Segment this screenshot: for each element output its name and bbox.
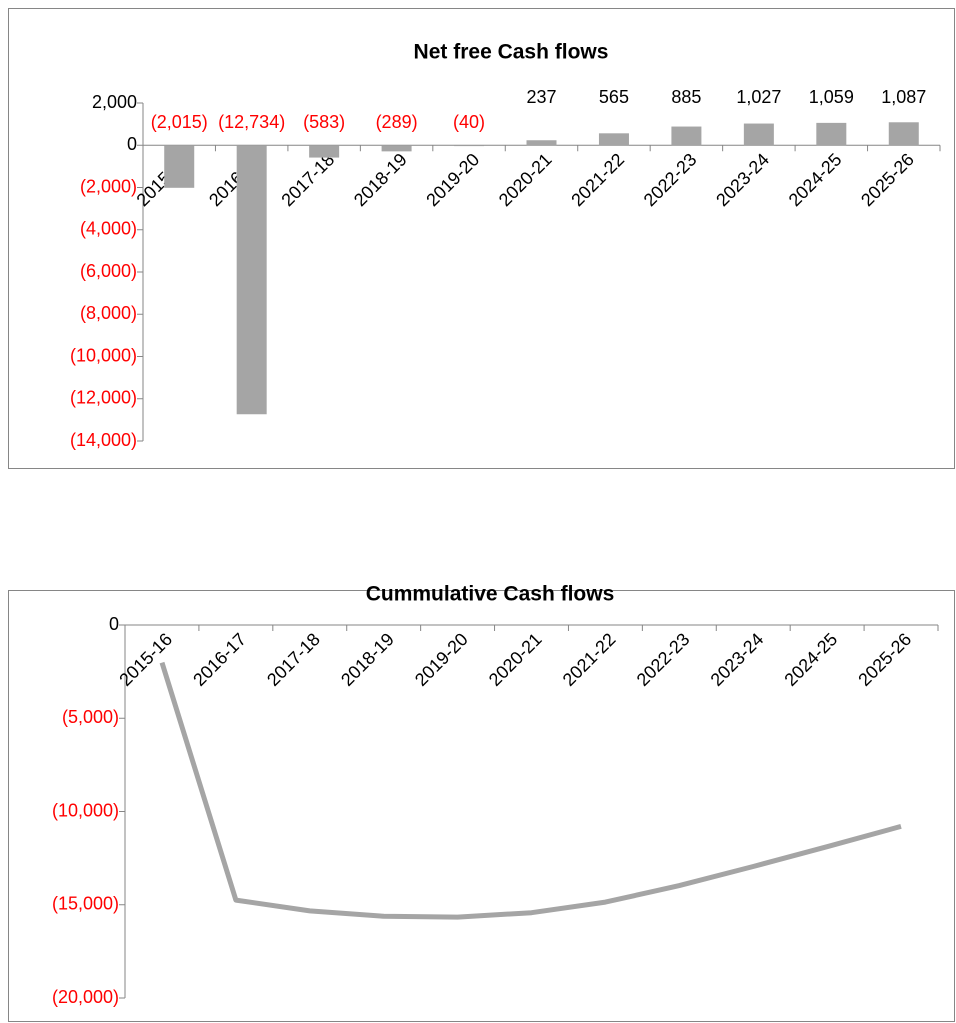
value-label: 1,027 [736, 87, 781, 107]
x-tick-label: 2025-26 [854, 629, 915, 690]
y-tick-label: (14,000) [70, 430, 137, 450]
value-label: (40) [453, 112, 485, 132]
bar [743, 123, 774, 146]
bar [381, 145, 412, 152]
bar [598, 133, 629, 146]
value-label: (289) [376, 112, 418, 132]
line [159, 661, 902, 920]
y-tick-label: (6,000) [80, 261, 137, 281]
bar [888, 122, 919, 146]
x-tick-label: 2022-23 [633, 629, 694, 690]
y-tick-label: (4,000) [80, 219, 137, 239]
value-label: 1,059 [809, 87, 854, 107]
x-tick-label: 2019-20 [411, 629, 472, 690]
x-tick-label: 2016-17 [189, 629, 250, 690]
x-tick-label: 2018-19 [350, 149, 411, 210]
x-tick-label: 2019-20 [422, 149, 483, 210]
x-tick-label: 2024-25 [780, 629, 841, 690]
x-tick-label: 2020-21 [495, 149, 556, 210]
value-label: 237 [526, 87, 556, 107]
y-tick-label: (12,000) [70, 388, 137, 408]
value-label: (583) [303, 112, 345, 132]
x-tick-label: 2017-18 [263, 629, 324, 690]
y-tick-label: (8,000) [80, 303, 137, 323]
y-tick-label: (20,000) [52, 987, 119, 1007]
chart-title: Net free Cash flows [414, 41, 609, 64]
x-tick-label: 2023-24 [707, 629, 768, 690]
y-tick-label: (10,000) [70, 345, 137, 365]
x-tick-label: 2023-24 [712, 149, 773, 210]
x-tick-label: 2024-25 [785, 149, 846, 210]
x-tick-label: 2022-23 [640, 149, 701, 210]
x-tick-label: 2025-26 [857, 149, 918, 210]
bar [164, 145, 195, 188]
value-label: 885 [671, 87, 701, 107]
y-tick-label: 2,000 [92, 92, 137, 112]
x-tick-label: 2018-19 [337, 629, 398, 690]
y-tick-label: 0 [109, 614, 119, 634]
y-tick-label: 0 [127, 134, 137, 154]
value-label: 565 [599, 87, 629, 107]
chart-frame [8, 590, 955, 1022]
bar [236, 145, 267, 415]
y-tick-label: (10,000) [52, 800, 119, 820]
bar [309, 145, 340, 158]
bar [526, 140, 557, 146]
bar [454, 145, 485, 147]
x-tick-label: 2021-22 [567, 149, 628, 210]
x-tick-label: 2017-18 [277, 149, 338, 210]
x-tick-label: 2020-21 [485, 629, 546, 690]
chart-frame [8, 8, 955, 469]
value-label: (12,734) [218, 112, 285, 132]
value-label: (2,015) [151, 112, 208, 132]
value-label: 1,087 [881, 87, 926, 107]
y-tick-label: (2,000) [80, 176, 137, 196]
bar [816, 122, 847, 146]
chart-title: Cummulative Cash flows [366, 583, 615, 606]
y-tick-label: (15,000) [52, 894, 119, 914]
x-tick-label: 2021-22 [559, 629, 620, 690]
y-tick-label: (5,000) [62, 707, 119, 727]
bar [671, 126, 702, 146]
